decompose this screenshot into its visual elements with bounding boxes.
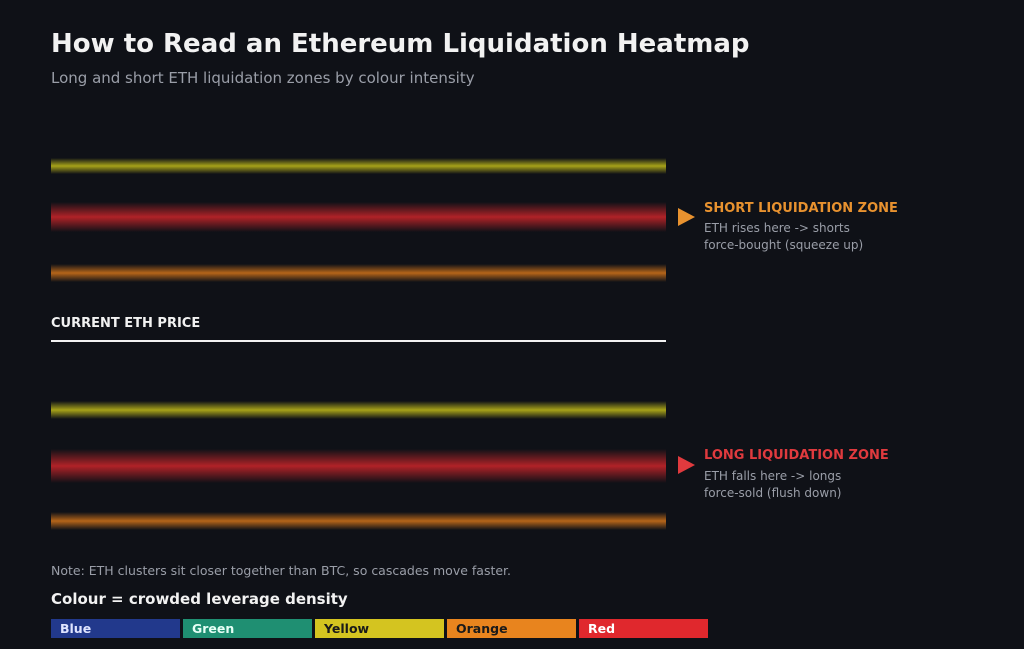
short-band-orange xyxy=(51,264,666,282)
current-price-label: CURRENT ETH PRICE xyxy=(51,316,201,331)
long-band-yellow xyxy=(51,401,666,419)
legend-title: Colour = crowded leverage density xyxy=(51,590,348,608)
short-zone-desc-line1: ETH rises here -> shorts xyxy=(704,221,850,235)
colour-legend: Blue Green Yellow Orange Red xyxy=(51,619,708,638)
long-zone-desc-line2: force-sold (flush down) xyxy=(704,486,842,500)
page-title: How to Read an Ethereum Liquidation Heat… xyxy=(51,29,750,59)
long-band-orange xyxy=(51,512,666,530)
short-band-red xyxy=(51,202,666,232)
short-zone-desc-line2: force-bought (squeeze up) xyxy=(704,238,864,252)
long-zone-arrow-icon xyxy=(678,456,695,474)
current-price-line xyxy=(51,340,666,342)
long-band-red xyxy=(51,449,666,483)
legend-item-blue: Blue xyxy=(51,619,180,638)
legend-item-green: Green xyxy=(183,619,312,638)
long-zone-title: LONG LIQUIDATION ZONE xyxy=(704,448,889,463)
legend-item-red: Red xyxy=(579,619,708,638)
page-subtitle: Long and short ETH liquidation zones by … xyxy=(51,69,475,87)
legend-item-yellow: Yellow xyxy=(315,619,444,638)
short-band-yellow xyxy=(51,158,666,174)
short-zone-arrow-icon xyxy=(678,208,695,226)
long-zone-desc-line1: ETH falls here -> longs xyxy=(704,469,842,483)
footnote: Note: ETH clusters sit closer together t… xyxy=(51,563,512,578)
short-zone-title: SHORT LIQUIDATION ZONE xyxy=(704,201,898,216)
legend-item-orange: Orange xyxy=(447,619,576,638)
